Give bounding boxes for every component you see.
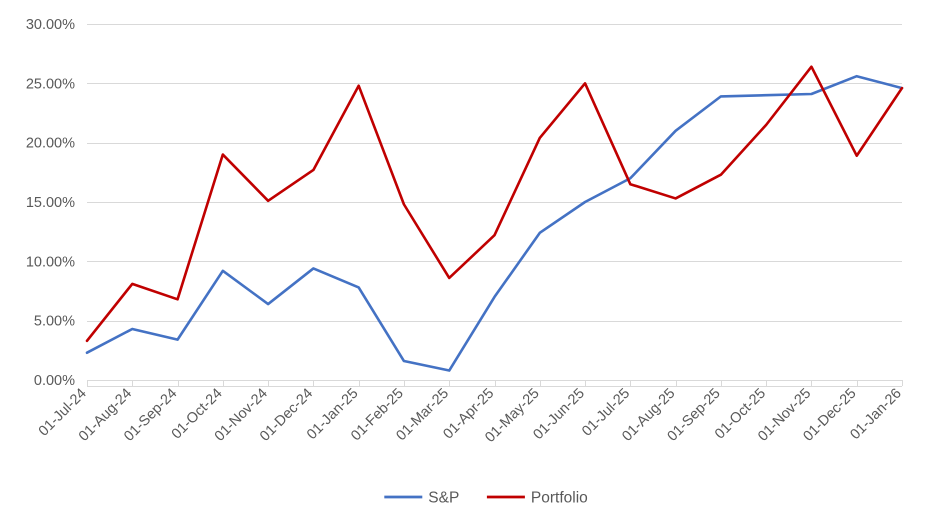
y-axis-tick-label: 20.00% xyxy=(26,136,75,152)
series-line-portfolio xyxy=(85,65,904,343)
x-axis-tickmarks xyxy=(87,380,903,387)
y-axis-labels: 0.00% 5.00% 10.00% 15.00% 20.00% 25.00% 30.00% xyxy=(26,17,75,389)
legend-item-portfolio[interactable]: Portfolio xyxy=(486,490,588,507)
chart-legend: S&P Portfolio xyxy=(384,490,588,507)
x-axis-labels: 01-Jul-2401-Aug-2401-Sep-2401-Oct-2401-N… xyxy=(36,386,905,446)
y-axis-tick-label: 30.00% xyxy=(26,17,75,33)
data-series xyxy=(85,65,904,372)
y-axis-tick-label: 25.00% xyxy=(26,76,75,92)
y-axis-tick-label: 10.00% xyxy=(26,254,75,270)
legend-label: Portfolio xyxy=(531,490,588,507)
y-axis-tick-label: 0.00% xyxy=(34,373,75,389)
gridlines xyxy=(87,24,902,381)
series-line-s-p xyxy=(85,74,904,372)
y-axis-tick-label: 15.00% xyxy=(26,195,75,211)
y-axis-tick-label: 5.00% xyxy=(34,314,75,330)
legend-label: S&P xyxy=(428,490,459,507)
legend-item-s-p[interactable]: S&P xyxy=(384,490,459,507)
